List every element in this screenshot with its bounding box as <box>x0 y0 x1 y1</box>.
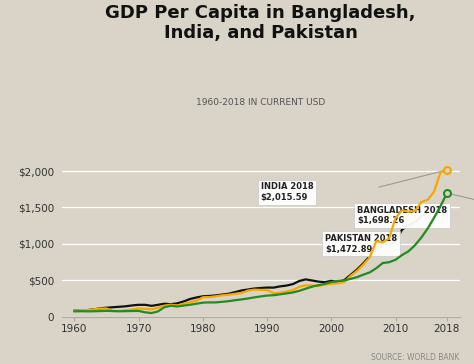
Text: SOURCE: WORLD BANK: SOURCE: WORLD BANK <box>372 353 460 362</box>
Text: BANGLADESH 2018
$1,698.26: BANGLADESH 2018 $1,698.26 <box>357 206 447 225</box>
Text: PAKISTAN 2018
$1,472.89: PAKISTAN 2018 $1,472.89 <box>325 234 397 254</box>
Text: GDP Per Capita in Bangladesh,
India, and Pakistan: GDP Per Capita in Bangladesh, India, and… <box>105 4 416 43</box>
Text: 1960-2018 IN CURRENT USD: 1960-2018 IN CURRENT USD <box>196 98 325 107</box>
Text: INDIA 2018
$2,015.59: INDIA 2018 $2,015.59 <box>261 182 313 202</box>
